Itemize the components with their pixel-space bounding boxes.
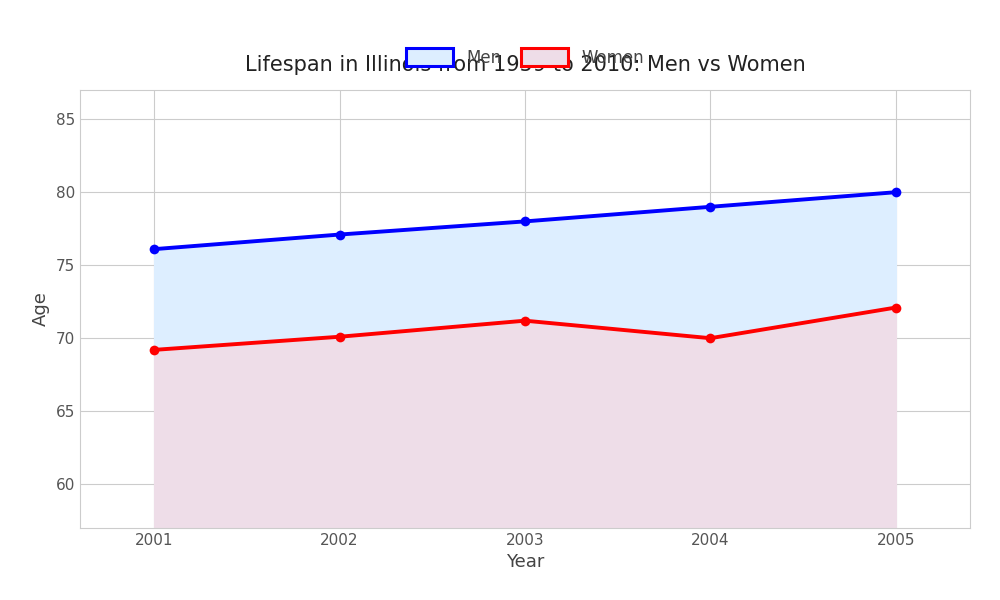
Y-axis label: Age: Age [32, 292, 50, 326]
X-axis label: Year: Year [506, 553, 544, 571]
Legend: Men, Women: Men, Women [399, 41, 651, 73]
Title: Lifespan in Illinois from 1959 to 2010: Men vs Women: Lifespan in Illinois from 1959 to 2010: … [245, 55, 805, 74]
